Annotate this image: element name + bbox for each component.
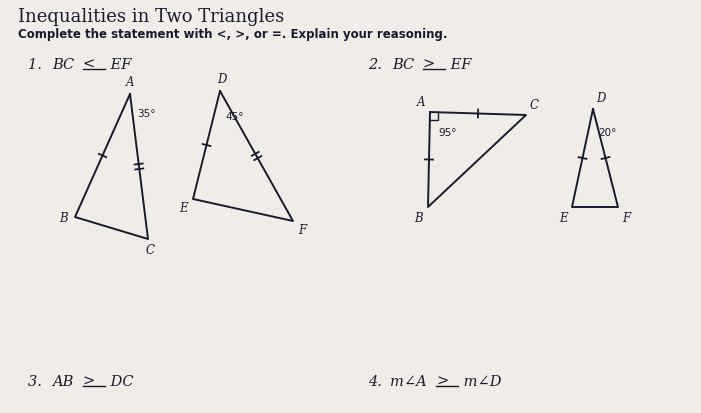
Text: Complete the statement with <, >, or =. Explain your reasoning.: Complete the statement with <, >, or =. … — [18, 28, 447, 41]
Text: A: A — [416, 96, 425, 109]
Text: E: E — [559, 211, 568, 224]
Text: B: B — [60, 211, 68, 224]
Text: C: C — [530, 99, 539, 112]
Text: m∠D: m∠D — [459, 374, 501, 388]
Text: D: D — [217, 73, 226, 86]
Text: EF: EF — [106, 58, 131, 72]
Text: 2.: 2. — [368, 58, 391, 72]
Text: 95°: 95° — [438, 128, 456, 138]
Text: >: > — [436, 374, 448, 388]
Text: 35°: 35° — [137, 109, 156, 119]
Text: m∠A: m∠A — [390, 374, 431, 388]
Text: D: D — [596, 92, 606, 105]
Text: <: < — [83, 58, 95, 72]
Text: Inequalities in Two Triangles: Inequalities in Two Triangles — [18, 8, 284, 26]
Text: DC: DC — [106, 374, 134, 388]
Text: 45°: 45° — [225, 112, 243, 122]
Text: 4.: 4. — [368, 374, 391, 388]
Text: 1.: 1. — [28, 58, 51, 72]
Text: 20°: 20° — [598, 128, 616, 138]
Text: F: F — [622, 211, 630, 224]
Text: BC: BC — [392, 58, 419, 72]
Text: >: > — [83, 374, 95, 388]
Text: >: > — [423, 58, 435, 72]
Text: EF: EF — [446, 58, 471, 72]
Text: B: B — [414, 211, 423, 224]
Text: F: F — [298, 223, 306, 236]
Text: BC: BC — [52, 58, 79, 72]
Text: E: E — [179, 202, 188, 214]
Text: AB: AB — [52, 374, 78, 388]
Text: 3.: 3. — [28, 374, 51, 388]
Text: C: C — [146, 243, 154, 256]
Text: A: A — [125, 76, 135, 89]
